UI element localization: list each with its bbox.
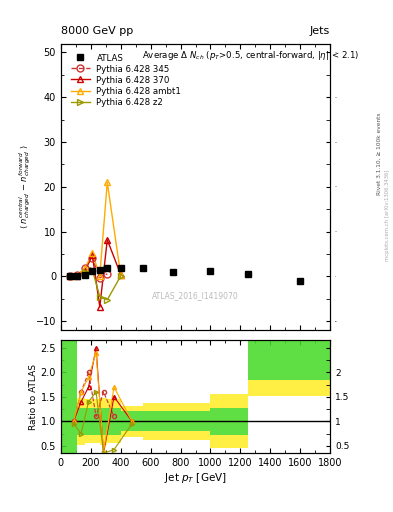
Text: mcplots.cern.ch [arXiv:1306.3436]: mcplots.cern.ch [arXiv:1306.3436] bbox=[385, 169, 389, 261]
Text: Jets: Jets bbox=[310, 26, 330, 36]
X-axis label: Jet $p_T$ [GeV]: Jet $p_T$ [GeV] bbox=[164, 471, 227, 485]
Y-axis label: $\langle$ $n^{central}_{charged}$ $-$ $n^{forward}_{charged}$ $\rangle$: $\langle$ $n^{central}_{charged}$ $-$ $n… bbox=[17, 144, 33, 229]
Text: Average $\Delta$ $N_{ch}$ ($p_T$>0.5, central-forward, $|\eta|$ < 2.1): Average $\Delta$ $N_{ch}$ ($p_T$>0.5, ce… bbox=[142, 49, 359, 62]
Text: 8000 GeV pp: 8000 GeV pp bbox=[61, 26, 133, 36]
Y-axis label: Ratio to ATLAS: Ratio to ATLAS bbox=[29, 364, 38, 430]
Legend: ATLAS, Pythia 6.428 345, Pythia 6.428 370, Pythia 6.428 ambt1, Pythia 6.428 z2: ATLAS, Pythia 6.428 345, Pythia 6.428 37… bbox=[71, 54, 181, 107]
Text: ATLAS_2016_I1419070: ATLAS_2016_I1419070 bbox=[152, 291, 239, 301]
Text: Rivet 3.1.10, ≥ 100k events: Rivet 3.1.10, ≥ 100k events bbox=[377, 112, 382, 195]
